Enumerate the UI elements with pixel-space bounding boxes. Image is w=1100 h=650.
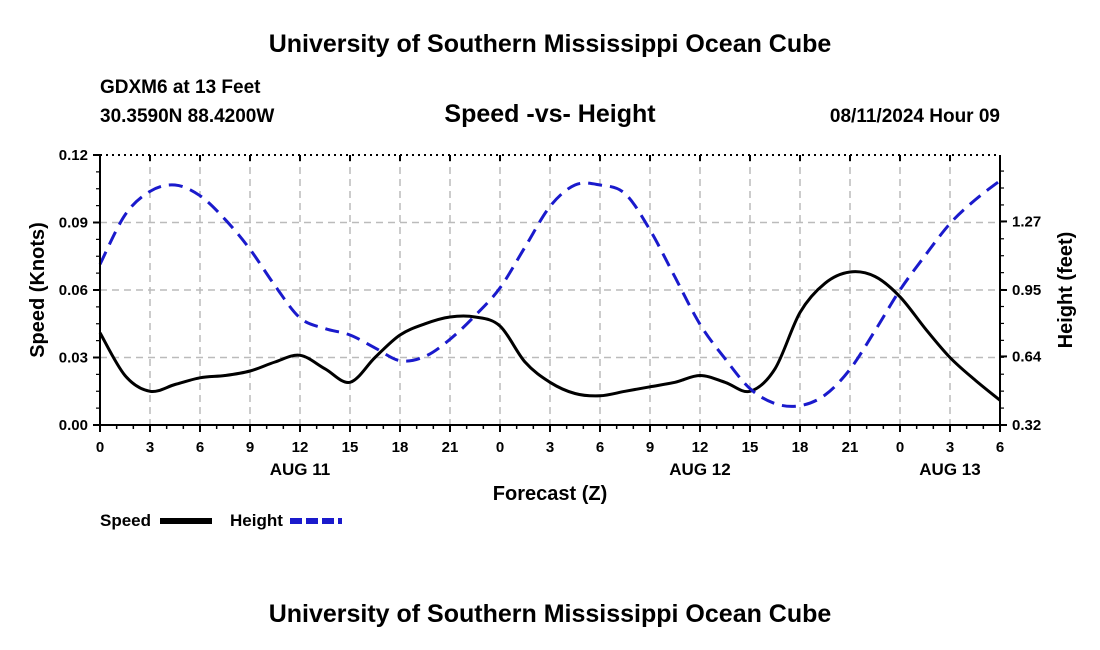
x-tick-label: 15 <box>742 439 759 456</box>
y-tick-label-right: 0.32 <box>1012 417 1041 434</box>
y-tick-label-left: 0.09 <box>59 215 88 232</box>
x-tick-label: 12 <box>292 439 309 456</box>
frame-layer <box>93 154 1007 432</box>
x-tick-label: 6 <box>596 439 604 456</box>
grid-layer <box>100 155 1000 425</box>
y-tick-label-left: 0.00 <box>59 417 88 434</box>
x-tick-label: 21 <box>442 439 459 456</box>
x-tick-label: 3 <box>146 439 154 456</box>
chart-title: Speed -vs- Height <box>444 100 656 128</box>
y-axis-title-right: Height (feet) <box>1055 232 1077 349</box>
y-tick-label-left: 0.03 <box>59 350 88 367</box>
series-line-speed <box>98 270 1001 402</box>
x-tick-label: 18 <box>792 439 809 456</box>
x-tick-label: 15 <box>342 439 359 456</box>
y-tick-label-right: 1.27 <box>1012 213 1041 230</box>
x-tick-label: 21 <box>842 439 859 456</box>
x-tick-label: 18 <box>392 439 409 456</box>
series-layer <box>98 179 1001 408</box>
y-tick-label-left: 0.06 <box>59 282 88 299</box>
axis-text-layer: 0 3 6 9 12 15 18 21 0 3 6 9 12 15 18 21 0 3 6 AUG 11 AUG 12 A… <box>27 147 1077 505</box>
legend-label-height: Height <box>230 511 283 530</box>
x-tick-label: 9 <box>646 439 654 456</box>
station-coordinates: 30.3590N 88.4200W <box>100 106 275 127</box>
x-tick-label: 3 <box>546 439 554 456</box>
date-label: AUG 13 <box>919 460 980 479</box>
legend: Speed Height <box>100 511 342 530</box>
date-label: AUG 12 <box>669 460 730 479</box>
y-tick-label-right: 0.95 <box>1012 282 1041 299</box>
x-axis-title: Forecast (Z) <box>493 483 607 505</box>
y-tick-label-right: 0.64 <box>1012 348 1042 365</box>
page-title: University of Southern Mississippi Ocean… <box>268 30 832 58</box>
x-tick-label: 12 <box>692 439 709 456</box>
x-tick-label: 0 <box>96 439 104 456</box>
legend-label-speed: Speed <box>100 511 151 530</box>
x-tick-label: 6 <box>196 439 204 456</box>
date-label: AUG 11 <box>270 460 330 479</box>
station-label: GDXM6 at 13 Feet <box>100 77 261 98</box>
x-tick-label: 0 <box>496 439 504 456</box>
y-axis-title-left: Speed (Knots) <box>27 222 49 358</box>
x-tick-label: 6 <box>996 439 1004 456</box>
x-tick-label: 9 <box>246 439 254 456</box>
forecast-datetime: 08/11/2024 Hour 09 <box>829 106 1000 127</box>
x-tick-label: 0 <box>896 439 904 456</box>
footer-title: University of Southern Mississippi Ocean… <box>268 600 832 628</box>
y-tick-label-left: 0.12 <box>59 147 88 164</box>
x-tick-label: 3 <box>946 439 954 456</box>
